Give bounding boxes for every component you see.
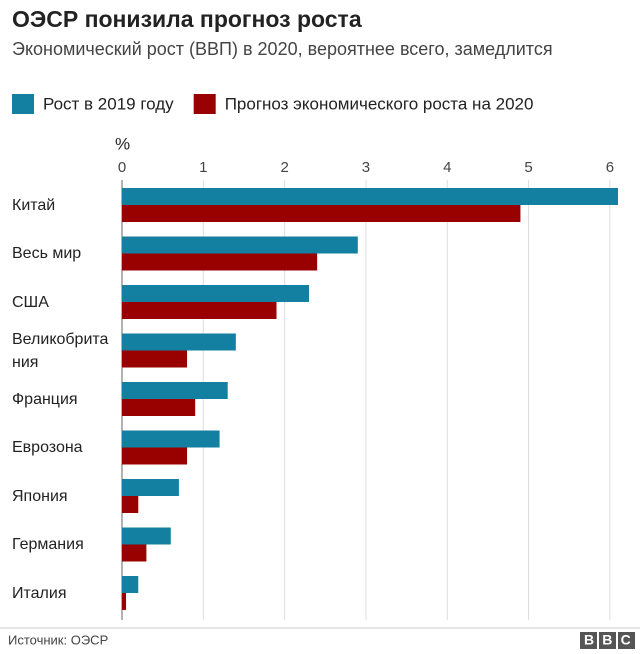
- x-tick-label: 2: [280, 159, 288, 176]
- category-label: Великобритания: [12, 330, 109, 371]
- legend-label: Прогноз экономического роста на 2020: [225, 94, 534, 113]
- bar: [122, 236, 358, 254]
- category-label: Еврозона: [12, 439, 83, 456]
- x-tick-label: 1: [199, 159, 207, 176]
- x-tick-label: 3: [362, 159, 370, 176]
- bar: [122, 285, 310, 302]
- bar: [122, 527, 171, 545]
- legend-swatch: [193, 94, 216, 114]
- bar: [122, 350, 188, 368]
- x-tick-label: 0: [118, 159, 126, 176]
- category-label: США: [12, 293, 49, 311]
- bar: [122, 430, 220, 448]
- bar: [122, 496, 139, 513]
- bar: [122, 576, 139, 593]
- chart-title: ОЭСР понизила прогноз роста: [12, 6, 362, 32]
- logo-box: [618, 632, 635, 649]
- chart-subtitle: Экономический рост (ВВП) в 2020, вероятн…: [12, 39, 553, 59]
- bar: [122, 447, 188, 465]
- category-label: Весь мир: [12, 245, 82, 262]
- bar: [122, 399, 196, 416]
- bar: [122, 544, 147, 562]
- bar: [122, 188, 618, 205]
- bar: [122, 302, 277, 319]
- bar: [122, 593, 127, 610]
- x-tick-label: 6: [606, 159, 614, 176]
- x-axis-label: %: [115, 134, 130, 153]
- bar: [122, 382, 228, 399]
- x-tick-label: 4: [443, 159, 451, 176]
- bar: [122, 205, 521, 222]
- logo-box: [580, 632, 597, 649]
- category-label: Франция: [12, 390, 78, 408]
- category-label: Япония: [12, 487, 68, 505]
- bar: [122, 479, 179, 496]
- logo: BBC: [584, 632, 639, 648]
- category-label: Германия: [12, 536, 84, 553]
- logo-box: [599, 632, 616, 649]
- legend-swatch: [12, 94, 34, 114]
- legend-label: Рост в 2019 году: [43, 94, 174, 113]
- source: Источник: ОЭСР: [8, 632, 108, 647]
- bar: [122, 253, 318, 271]
- category-label: Италия: [12, 584, 67, 602]
- x-tick-label: 5: [524, 159, 532, 176]
- bar: [122, 333, 236, 351]
- category-label: Китай: [12, 196, 56, 214]
